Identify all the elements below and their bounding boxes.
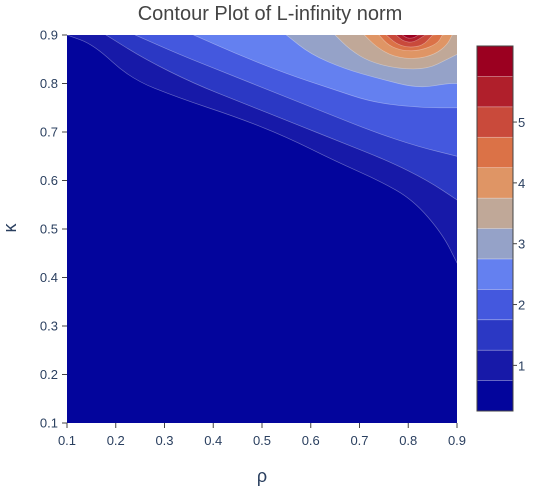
colorbar-swatch — [476, 319, 514, 351]
colorbar-frame — [476, 45, 514, 412]
y-tick-label: 0.1 — [40, 416, 58, 431]
x-tick-label: 0.8 — [399, 433, 417, 448]
colorbar-swatch — [476, 197, 514, 229]
contour-region-11 — [402, 35, 426, 39]
y-tick-label: 0.6 — [40, 173, 58, 188]
colorbar-swatch — [476, 136, 514, 169]
x-tick-label: 0.3 — [155, 433, 173, 448]
x-tick-label: 0.2 — [107, 433, 125, 448]
x-tick-label: 0.1 — [58, 433, 76, 448]
colorbar-swatch — [476, 76, 514, 108]
colorbar-swatch — [476, 349, 514, 381]
y-tick-label: 0.4 — [40, 270, 58, 285]
x-axis-title: ρ — [257, 466, 267, 486]
colorbar-tick-label: 5 — [518, 115, 525, 130]
colorbar-swatch — [476, 380, 514, 412]
colorbar-tick-label: 4 — [518, 176, 525, 191]
colorbar-swatch — [476, 288, 514, 321]
x-tick-label: 0.4 — [204, 433, 222, 448]
colorbar-swatch — [476, 45, 514, 77]
colorbar-swatch — [476, 228, 514, 260]
colorbar-swatch — [476, 258, 514, 290]
colorbar-tick-label: 2 — [518, 298, 525, 313]
x-tick-label: 0.5 — [253, 433, 271, 448]
y-tick-label: 0.9 — [40, 28, 58, 43]
x-axis: 0.1 0.2 0.3 0.4 0.5 0.6 0.7 0.8 0.9 — [58, 423, 466, 448]
y-tick-label: 0.3 — [40, 319, 58, 334]
y-axis: 0.1 0.2 0.3 0.4 0.5 0.6 0.7 0.8 0.9 — [40, 28, 67, 431]
y-axis-title: κ — [0, 223, 20, 233]
y-tick-label: 0.5 — [40, 222, 58, 237]
y-tick-label: 0.8 — [40, 76, 58, 91]
x-tick-label: 0.6 — [302, 433, 320, 448]
y-tick-label: 0.7 — [40, 125, 58, 140]
x-tick-label: 0.9 — [448, 433, 466, 448]
colorbar-swatch — [476, 106, 514, 138]
contour-region-10 — [395, 35, 432, 43]
y-tick-label: 0.2 — [40, 367, 58, 382]
colorbar-swatch — [476, 167, 514, 199]
colorbar-tick-label: 1 — [518, 358, 525, 373]
colorbar-tick-label: 3 — [518, 237, 525, 252]
chart-title: Contour Plot of L-infinity norm — [138, 3, 403, 25]
plot-area — [67, 35, 457, 423]
x-tick-label: 0.7 — [350, 433, 368, 448]
colorbar: 1 2 3 4 5 — [476, 45, 525, 412]
